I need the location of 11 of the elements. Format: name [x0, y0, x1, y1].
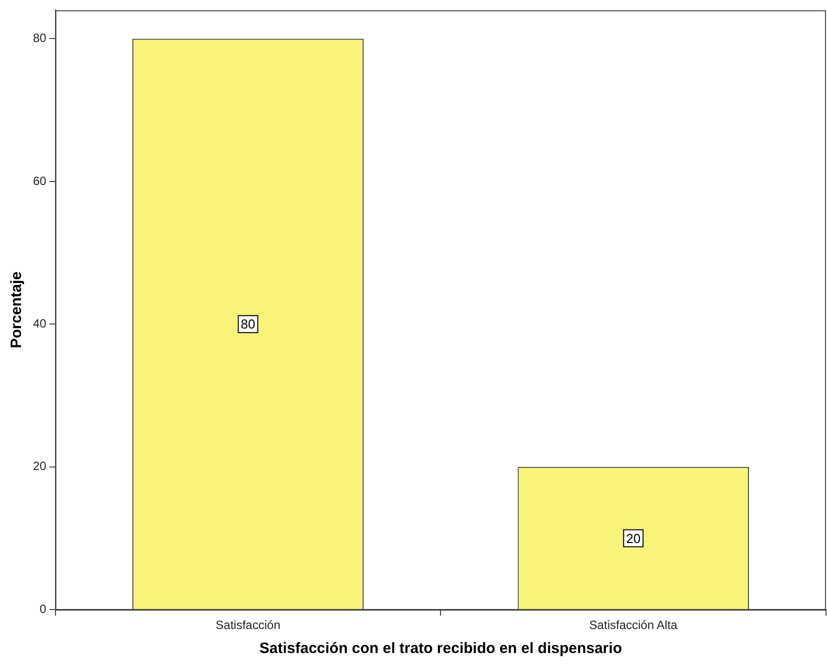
y-tick-label: 60 — [32, 174, 47, 188]
y-tick-label: 0 — [40, 602, 47, 616]
y-tick-label: 40 — [32, 316, 47, 330]
x-axis-title: Satisfacción con el trato recibido en el dispensario — [259, 640, 622, 658]
data-label: 80 — [240, 316, 256, 332]
x-tick-label: Satisfacción — [216, 618, 280, 632]
y-tick-label: 80 — [32, 31, 47, 46]
x-tick-label: Satisfacción Alta — [589, 618, 678, 632]
y-tick-label: 20 — [32, 459, 47, 474]
y-axis-title: Porcentaje — [8, 272, 26, 348]
data-label: 20 — [626, 530, 641, 546]
